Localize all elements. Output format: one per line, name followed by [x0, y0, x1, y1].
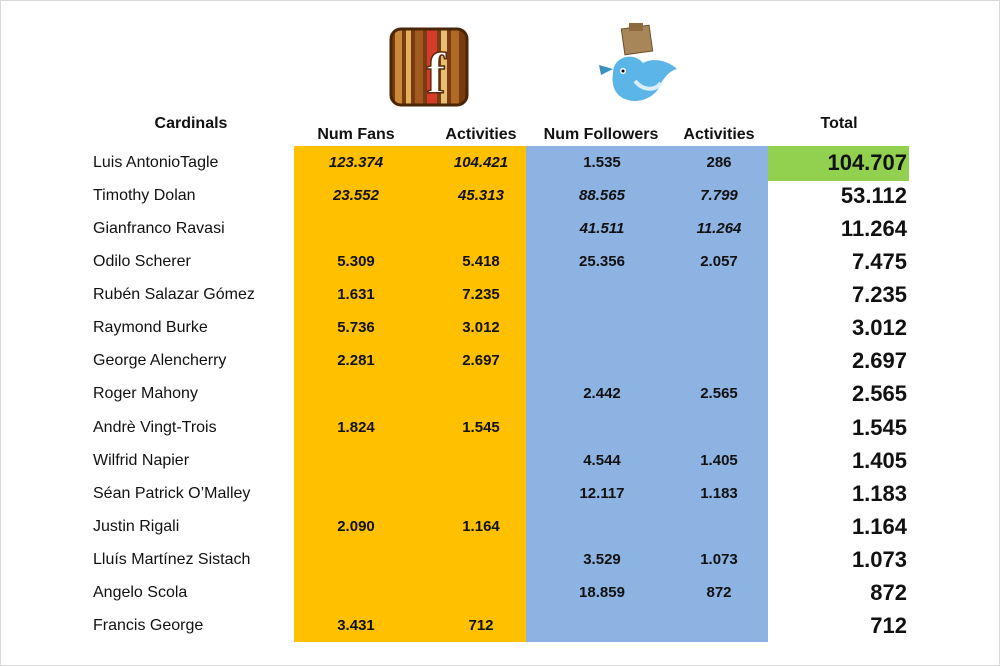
cardinal-name: Gianfranco Ravasi — [93, 220, 225, 238]
top-total-highlight — [768, 146, 909, 181]
cardinal-name: Luis AntonioTagle — [93, 154, 219, 171]
header-name: Cardinals — [154, 115, 228, 132]
header-total: Total — [820, 115, 858, 132]
cardinal-name: Roger Mahony — [93, 385, 198, 403]
fb-fans: 1.631 — [337, 286, 375, 304]
tw-activities: 7.799 — [700, 187, 738, 205]
fb-activities: 712 — [468, 616, 494, 634]
cardinal-name: Francis George — [93, 616, 204, 634]
facebook-band — [294, 146, 526, 642]
header-tw-activities: Activities — [683, 126, 755, 143]
tw-followers: 4.544 — [583, 451, 621, 469]
fb-activities: 7.235 — [462, 286, 500, 304]
cardinal-name: Andrè Vingt-Trois — [93, 418, 217, 436]
tw-activities: 286 — [706, 154, 732, 171]
total: 11.264 — [840, 216, 907, 242]
header-fb-activities: Activities — [445, 126, 517, 143]
tw-activities: 11.264 — [696, 220, 742, 238]
svg-text:f: f — [426, 41, 446, 106]
tw-activities: 2.057 — [700, 253, 738, 271]
facebook-icon: f — [389, 27, 469, 107]
total: 872 — [870, 579, 907, 605]
total: 104.707 — [827, 150, 907, 175]
tw-activities: 1.405 — [700, 451, 738, 469]
header-fans: Num Fans — [317, 126, 395, 143]
cardinal-name: Justin Rigali — [93, 517, 180, 535]
tw-activities: 2.565 — [700, 385, 738, 403]
cardinal-name: Timothy Dolan — [93, 187, 196, 205]
tw-followers: 25.356 — [579, 253, 625, 271]
fb-fans: 2.090 — [337, 517, 375, 535]
total: 3.012 — [851, 315, 907, 341]
tw-followers: 1.535 — [583, 154, 621, 171]
total: 1.183 — [851, 480, 907, 506]
fb-activities: 2.697 — [462, 352, 500, 370]
cardinal-name: George Alencherry — [93, 352, 227, 370]
fb-fans: 2.281 — [337, 352, 375, 370]
total: 53.112 — [840, 183, 907, 209]
header-followers: Num Followers — [543, 126, 659, 143]
cardinal-name: Lluís Martínez Sistach — [93, 550, 251, 568]
total: 712 — [870, 612, 907, 638]
tw-followers: 88.565 — [579, 187, 625, 205]
fb-fans: 3.431 — [337, 616, 375, 634]
cardinal-name: Séan Patrick O’Malley — [93, 484, 251, 502]
cardinal-name: Angelo Scola — [93, 583, 188, 601]
total: 7.475 — [851, 249, 907, 275]
tw-followers: 12.117 — [579, 484, 625, 502]
total: 1.073 — [851, 546, 907, 572]
fb-activities: 1.164 — [462, 517, 500, 535]
fb-activities: 45.313 — [458, 187, 504, 205]
tw-followers: 2.442 — [583, 385, 621, 403]
total: 2.697 — [851, 348, 907, 374]
fb-activities: 104.421 — [453, 154, 509, 171]
tw-followers: 18.859 — [579, 583, 625, 601]
fb-fans: 1.824 — [337, 418, 375, 436]
cardinal-name: Raymond Burke — [93, 319, 208, 337]
cardinal-name: Rubén Salazar Gómez — [93, 286, 255, 304]
fb-activities: 1.545 — [462, 418, 500, 436]
twitter-icon — [599, 23, 677, 102]
tw-activities: 1.183 — [700, 484, 738, 502]
tw-followers: 3.529 — [583, 550, 621, 568]
fb-fans: 5.736 — [337, 319, 375, 337]
cardinal-name: Wilfrid Napier — [93, 451, 190, 469]
fb-fans: 23.552 — [333, 187, 379, 205]
fb-fans: 5.309 — [337, 253, 375, 271]
fb-fans: 123.374 — [328, 154, 384, 171]
twitter-band — [526, 146, 768, 642]
tw-activities: 1.073 — [700, 550, 738, 568]
tw-activities: 872 — [706, 583, 732, 601]
total: 1.405 — [851, 447, 907, 473]
total: 2.565 — [851, 381, 907, 407]
tw-followers: 41.511 — [579, 220, 625, 238]
total: 7.235 — [851, 282, 907, 308]
total: 1.164 — [851, 513, 907, 539]
cardinal-name: Odilo Scherer — [93, 253, 191, 271]
fb-activities: 3.012 — [462, 319, 500, 337]
total: 1.545 — [851, 414, 907, 440]
fb-activities: 5.418 — [462, 253, 500, 271]
